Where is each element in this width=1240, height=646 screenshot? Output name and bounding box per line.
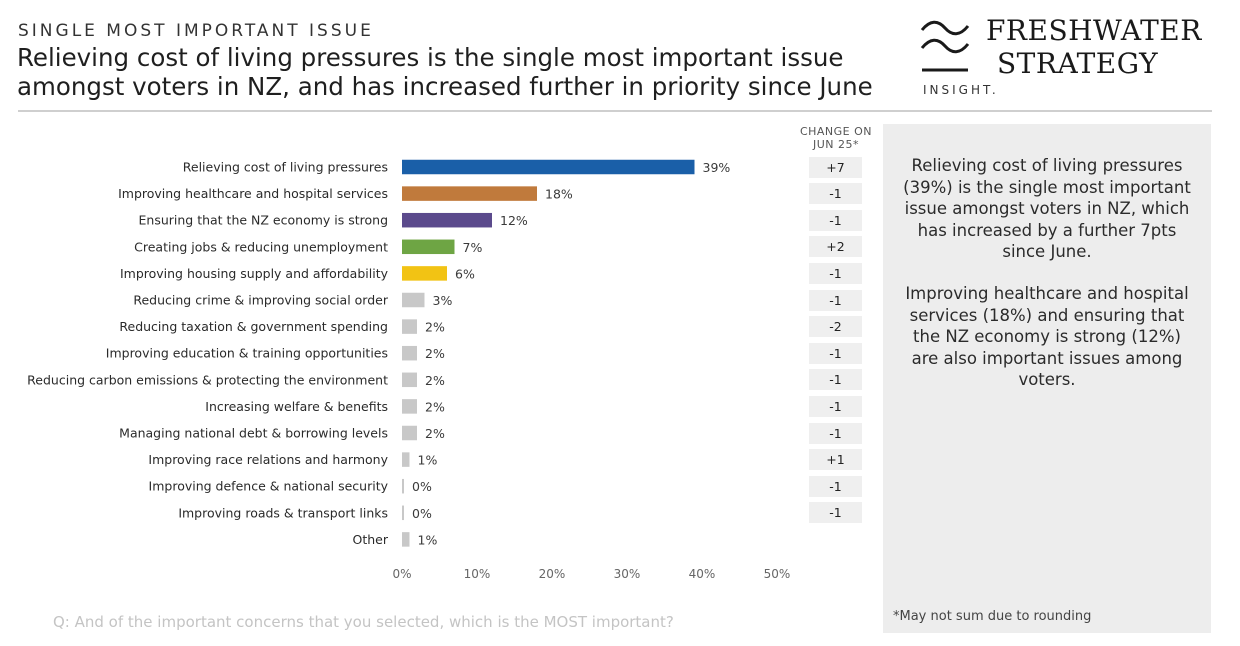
change-value: -1 [809,262,862,284]
change-value: -1 [809,502,862,524]
header-divider [18,110,1212,112]
change-value: +2 [809,236,862,258]
bar [402,399,417,414]
category-label: Improving defence & national security [149,479,389,494]
x-tick-label: 0% [392,567,411,581]
value-label: 2% [425,320,445,335]
category-label: Reducing crime & improving social order [133,293,388,308]
category-label: Improving housing supply and affordabili… [120,266,389,281]
rounding-footnote: *May not sum due to rounding [893,609,1092,624]
value-label: 0% [412,479,432,494]
value-label: 2% [425,399,445,414]
bar [402,452,410,467]
change-header-line1: CHANGE ON [799,125,873,138]
category-label: Improving healthcare and hospital servic… [118,186,388,201]
change-value: -1 [809,475,862,497]
change-column-header: CHANGE ON JUN 25* [792,125,880,151]
brand-logo: FRESHWATER STRATEGY INSIGHT. [920,14,1220,104]
bar [402,266,447,281]
value-label: 2% [425,373,445,388]
x-tick-label: 10% [464,567,491,581]
commentary-paragraph-1: Relieving cost of living pressures (39%)… [903,156,1191,261]
change-value: -1 [809,369,862,391]
category-label: Ensuring that the NZ economy is strong [139,213,389,228]
section-kicker: SINGLE MOST IMPORTANT ISSUE [18,21,374,41]
bar-chart: Relieving cost of living pressures 39% Imp… [27,159,791,582]
bar [402,292,425,308]
value-label: 3% [433,293,453,308]
category-label: Improving race relations and harmony [148,452,388,467]
change-value: -1 [809,183,862,205]
category-label: Improving roads & transport links [178,505,388,520]
bar [402,239,455,255]
value-label: 39% [703,160,731,175]
commentary-panel: Relieving cost of living pressures (39%)… [883,124,1211,633]
logo-insight: INSIGHT. [923,83,999,97]
bar [402,319,417,334]
x-tick-label: 50% [764,567,791,581]
value-label: 2% [425,346,445,361]
commentary-paragraph-2: Improving healthcare and hospital servic… [905,284,1189,389]
change-value: -1 [809,395,862,417]
change-header-line2: JUN 25* [812,138,860,151]
value-label: 7% [463,240,483,255]
bar [402,345,417,361]
change-value: -1 [809,422,862,444]
x-tick-label: 30% [614,567,641,581]
survey-question: Q: And of the important concerns that yo… [53,613,674,631]
page-title: Relieving cost of living pressures is th… [17,43,873,101]
bar [402,532,410,547]
x-tick-label: 20% [539,567,566,581]
bar [402,478,404,494]
category-label: Improving education & training opportuni… [106,346,388,361]
category-label: Reducing taxation & government spending [119,319,388,334]
bar [402,186,537,201]
value-label: 6% [455,266,475,281]
bar [402,212,492,228]
change-value: +7 [809,156,862,178]
bar [402,425,417,441]
change-value: +1 [809,449,862,471]
value-label: 1% [418,532,438,547]
bar [402,372,417,388]
category-label: Creating jobs & reducing unemployment [134,239,388,254]
logo-word-strategy: STRATEGY [997,47,1159,80]
value-label: 1% [418,453,438,468]
value-label: 2% [425,426,445,441]
change-value: -1 [809,342,862,364]
category-label: Relieving cost of living pressures [183,160,388,175]
category-label: Increasing welfare & benefits [205,399,388,414]
change-value: -2 [809,316,862,338]
logo-word-freshwater: FRESHWATER [986,14,1202,47]
value-label: 0% [412,506,432,521]
change-value: -1 [809,209,862,231]
change-value: -1 [809,289,862,311]
value-label: 18% [545,187,573,202]
value-label: 12% [500,213,528,228]
category-label: Reducing carbon emissions & protecting t… [27,372,388,387]
category-label: Managing national debt & borrowing level… [119,426,388,441]
waves-icon [920,20,970,72]
category-label: Other [353,532,389,547]
bar [402,505,404,521]
bar [402,159,695,175]
x-tick-label: 40% [689,567,716,581]
